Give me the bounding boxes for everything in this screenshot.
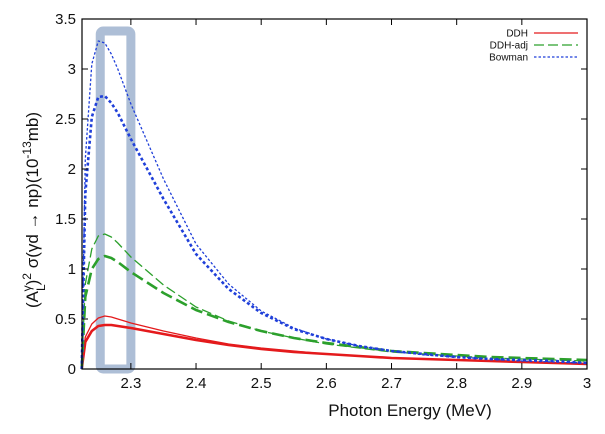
x-tick-label: 3 (583, 375, 591, 392)
y-tick-label: 3.5 (55, 11, 76, 28)
x-tick-label: 2.5 (251, 375, 272, 392)
y-tick-label: 1 (68, 261, 76, 278)
x-tick-label: 2.7 (381, 375, 402, 392)
y-axis-title: (ALγ)2 σ(γd → np)(10-13mb) (20, 112, 48, 308)
legend-label-bowman: Bowman (489, 53, 528, 64)
series-layer (80, 40, 588, 370)
y-tick-label: 2 (68, 161, 76, 178)
y-tick-label: 2.5 (55, 111, 76, 128)
y-axis-title-part-c: σ(γd → np)(10 (23, 159, 42, 273)
x-axis-title: Photon Energy (MeV) (328, 401, 491, 420)
y-axis-title-part-b: ) (23, 280, 42, 286)
axes-layer: 2.3 2.4 2.5 2.6 2.7 2.8 2.9 3 0 0.5 1 1.5 2 2.5 3 3.5 (55, 11, 591, 392)
y-axis-title-part-d: mb) (23, 112, 42, 141)
legend-label-ddh-adj: DDH-adj (490, 41, 528, 52)
series-line-ddh-adj-thick (80, 254, 588, 370)
y-axis-title-part-a: (A (23, 290, 42, 308)
x-tick-label: 2.8 (446, 375, 467, 392)
y-axis-title-sup-2: 2 (20, 273, 34, 280)
series-line-bowman-thick (80, 94, 588, 370)
y-axis-title-sup-13: -13 (20, 141, 34, 159)
y-axis-title-sub-l: L (34, 284, 48, 291)
series-line-bowman-thin (81, 40, 588, 370)
x-tick-label: 2.6 (316, 375, 337, 392)
x-tick-label: 2.9 (511, 375, 532, 392)
x-tick-label: 2.3 (120, 375, 141, 392)
y-tick-label: 0 (68, 361, 76, 378)
y-axis-title-sup-gamma: γ (20, 285, 34, 291)
y-tick-label: 1.5 (55, 211, 76, 228)
y-tick-label: 3 (68, 61, 76, 78)
y-tick-label: 0.5 (55, 311, 76, 328)
legend-label-ddh: DDH (506, 29, 528, 40)
series-line-ddh-thick (80, 323, 588, 370)
plot-frame (81, 18, 588, 370)
x-tick-label: 2.4 (186, 375, 207, 392)
